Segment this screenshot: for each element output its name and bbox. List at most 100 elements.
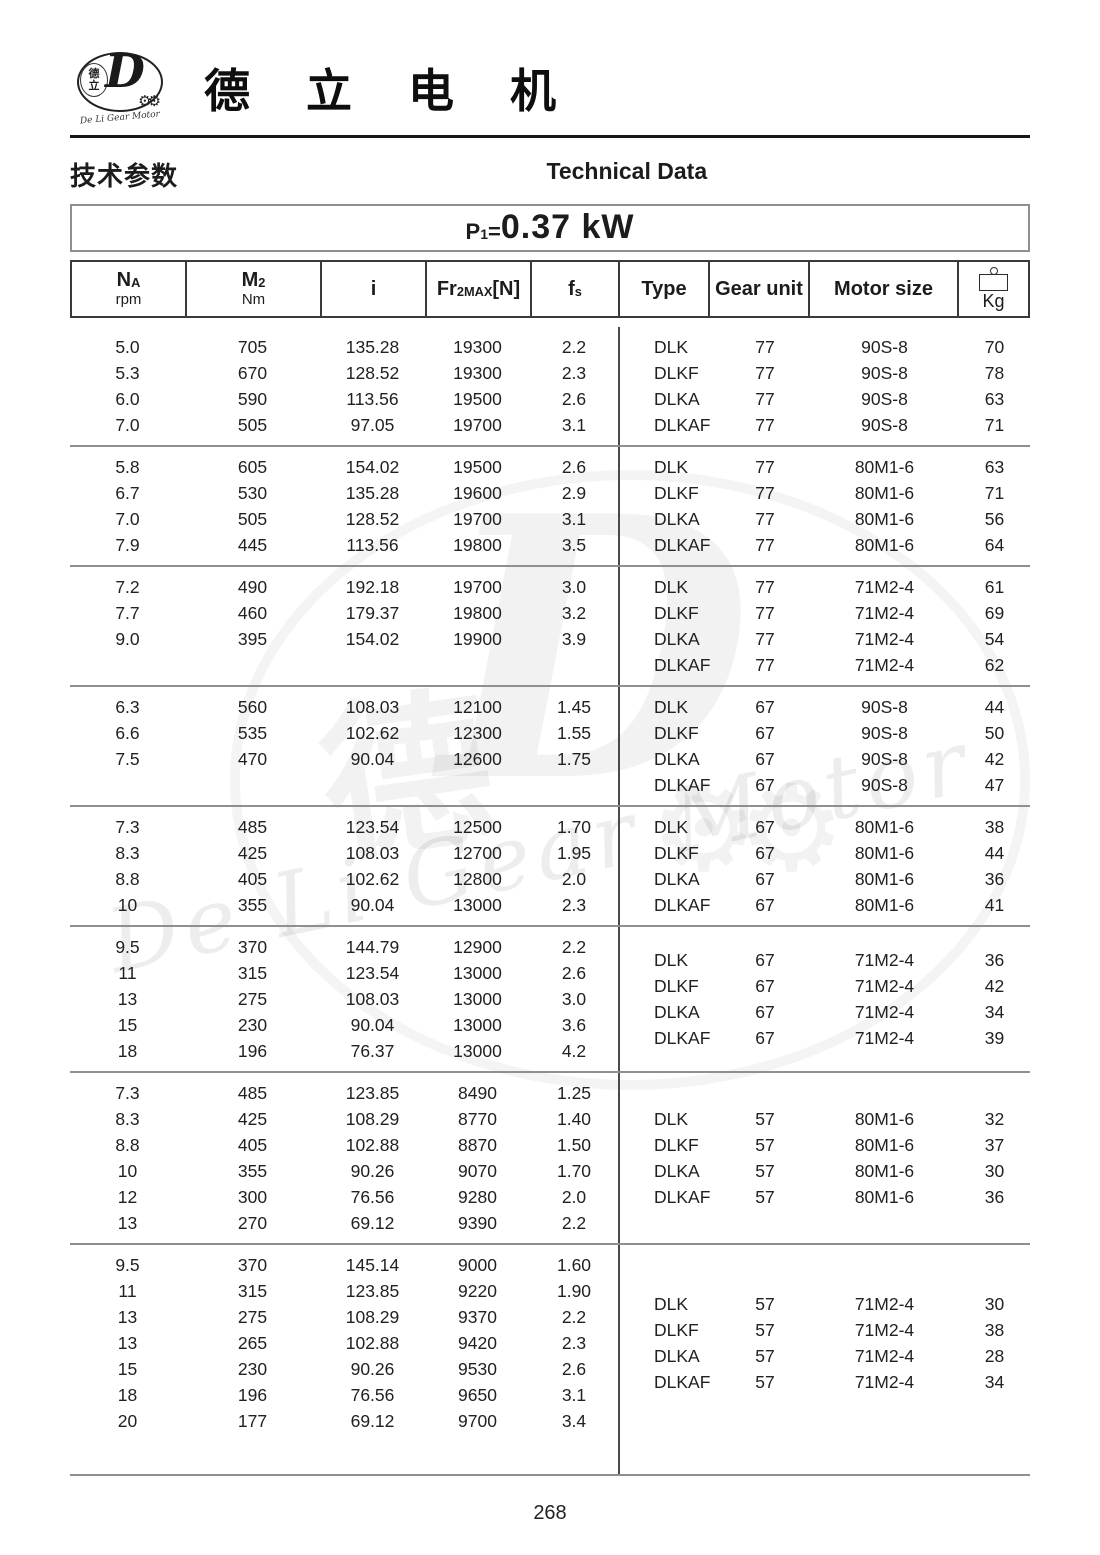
cell-fs: 1.60 <box>556 1254 592 1275</box>
cell-weight: 78 <box>984 362 1005 383</box>
table-row: DLKF 57 71M2-4 38 <box>620 1317 1030 1343</box>
cell-gear-unit: 77 <box>755 456 775 477</box>
header-m2: M2 Nm <box>187 262 322 316</box>
cell-m2: 355 <box>237 1160 268 1181</box>
table-row: 18 196 76.37 13000 4.2 <box>70 1038 618 1064</box>
cell-weight: 50 <box>984 722 1005 743</box>
table-row: 7.3 485 123.85 8490 1.25 <box>70 1080 618 1106</box>
cell-weight: 36 <box>984 868 1005 889</box>
table-row: 11 315 123.54 13000 2.6 <box>70 960 618 986</box>
cell-fs: 1.70 <box>556 816 592 837</box>
cell-type: DLKF <box>654 842 699 863</box>
logo-gear-icon: ⚙⚙ <box>138 93 161 110</box>
cell-i: 102.62 <box>345 722 400 743</box>
cell-fs: 1.45 <box>556 696 592 717</box>
table-row: 13 275 108.03 13000 3.0 <box>70 986 618 1012</box>
table-row: 6.0 590 113.56 19500 2.6 <box>70 386 618 412</box>
header-fs: fs <box>532 262 620 316</box>
cell-m2: 425 <box>237 1108 268 1129</box>
table-row: 7.7 460 179.37 19800 3.2 <box>70 600 618 626</box>
table-row: 7.5 470 90.04 12600 1.75 <box>70 746 618 772</box>
cell-gear-unit: 57 <box>755 1319 775 1340</box>
cell-na: 7.2 <box>115 576 140 597</box>
cell-na: 7.0 <box>115 508 140 529</box>
table-row: 6.7 530 135.28 19600 2.9 <box>70 480 618 506</box>
cell-motor-size: 90S-8 <box>861 362 908 383</box>
cell-m2: 265 <box>237 1332 268 1353</box>
cell-fs: 4.2 <box>561 1040 587 1061</box>
table-row: 6.3 560 108.03 12100 1.45 <box>70 694 618 720</box>
block-left-section: 5.8 605 154.02 19500 2.6 6.7 530 135.28 19600 2.9… <box>70 447 618 565</box>
table-row: DLKAF 57 80M1-6 36 <box>620 1184 1030 1210</box>
table-row: DLKF 57 80M1-6 37 <box>620 1132 1030 1158</box>
cell-na: 11 <box>118 962 137 983</box>
block-left-section: 7.2 490 192.18 19700 3.0 7.7 460 179.37 19800 3.2… <box>70 567 618 685</box>
cell-fs: 3.6 <box>561 1014 587 1035</box>
table-row: 8.8 405 102.62 12800 2.0 <box>70 866 618 892</box>
cell-i: 97.05 <box>350 414 395 435</box>
header-gear-unit: Gear unit <box>710 262 810 316</box>
cell-i: 90.04 <box>350 894 395 915</box>
cell-motor-size: 71M2-4 <box>854 949 915 970</box>
cell-i: 135.28 <box>345 336 400 357</box>
cell-na: 7.9 <box>115 534 140 555</box>
cell-na: 9.5 <box>115 1254 140 1275</box>
cell-gear-unit: 77 <box>755 654 775 675</box>
cell-fs: 3.1 <box>561 1384 587 1405</box>
cell-fr2max: 8770 <box>458 1108 497 1129</box>
cell-m2: 485 <box>237 1082 268 1103</box>
table-row: 7.9 445 113.56 19800 3.5 <box>70 532 618 558</box>
cell-motor-size: 71M2-4 <box>854 1371 915 1392</box>
header-kg: Kg <box>959 262 1028 316</box>
cell-na: 7.3 <box>115 816 140 837</box>
cell-na: 13 <box>117 1306 138 1327</box>
cell-m2: 230 <box>237 1014 268 1035</box>
cell-na: 5.8 <box>115 456 140 477</box>
cell-na: 20 <box>117 1410 138 1431</box>
cell-fr2max: 13000 <box>453 988 502 1009</box>
cell-fs: 2.0 <box>561 868 587 889</box>
cell-fs: 2.3 <box>561 362 587 383</box>
table-row: DLK 57 80M1-6 32 <box>620 1106 1030 1132</box>
cell-na: 6.0 <box>115 388 140 409</box>
cell-gear-unit: 57 <box>755 1345 775 1366</box>
cell-na: 11 <box>118 1280 137 1301</box>
cell-i: 108.29 <box>345 1108 400 1129</box>
table-row: 9.5 370 145.14 9000 1.60 <box>70 1252 618 1278</box>
table-row: 8.3 425 108.03 12700 1.95 <box>70 840 618 866</box>
cell-fr2max: 9650 <box>458 1384 497 1405</box>
cell-type: DLKA <box>654 1160 700 1181</box>
cell-i: 123.85 <box>345 1280 400 1301</box>
cell-type: DLKAF <box>654 1027 711 1048</box>
cell-weight: 71 <box>984 414 1005 435</box>
cell-fs: 3.1 <box>561 508 587 529</box>
cell-weight: 36 <box>984 1186 1005 1207</box>
cell-weight: 69 <box>984 602 1005 623</box>
cell-motor-size: 80M1-6 <box>854 842 915 863</box>
cell-na: 8.3 <box>115 842 140 863</box>
cell-fr2max: 12300 <box>453 722 502 743</box>
cell-fs: 1.95 <box>556 842 592 863</box>
cell-gear-unit: 77 <box>755 602 775 623</box>
cell-m2: 370 <box>237 1254 268 1275</box>
cell-gear-unit: 67 <box>755 1001 775 1022</box>
cell-type: DLKAF <box>654 1186 711 1207</box>
cell-fs: 2.3 <box>561 1332 587 1353</box>
table-row: 5.8 605 154.02 19500 2.6 <box>70 454 618 480</box>
table-row: 5.0 705 135.28 19300 2.2 <box>70 334 618 360</box>
cell-i: 76.37 <box>350 1040 395 1061</box>
cell-gear-unit: 57 <box>755 1160 775 1181</box>
cell-i: 135.28 <box>345 482 400 503</box>
cell-na: 10 <box>117 894 138 915</box>
table-row: 11 315 123.85 9220 1.90 <box>70 1278 618 1304</box>
table-row: 13 265 102.88 9420 2.3 <box>70 1330 618 1356</box>
cell-motor-size: 71M2-4 <box>854 1345 915 1366</box>
table-row: DLK 67 80M1-6 38 <box>620 814 1030 840</box>
cell-m2: 315 <box>237 962 268 983</box>
cell-fs: 2.9 <box>561 482 587 503</box>
cell-type: DLK <box>654 1293 689 1314</box>
cell-weight: 41 <box>984 894 1005 915</box>
cell-i: 128.52 <box>345 362 400 383</box>
cell-motor-size: 71M2-4 <box>854 602 915 623</box>
cell-gear-unit: 67 <box>755 868 775 889</box>
